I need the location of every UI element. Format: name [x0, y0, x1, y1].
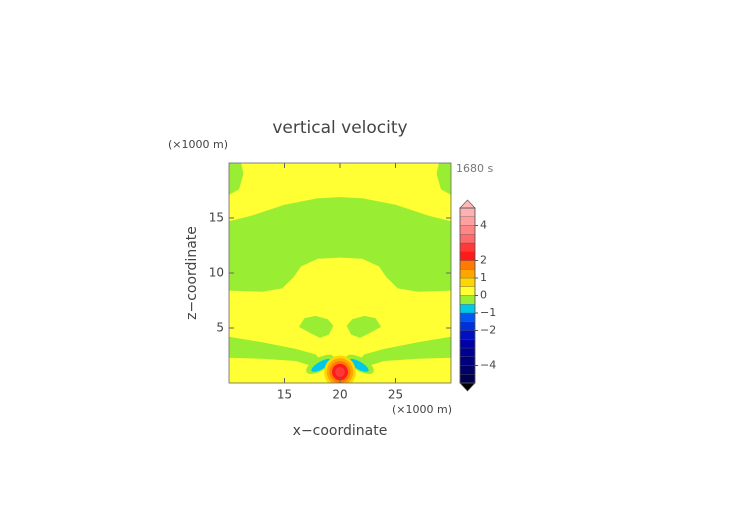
colorbar-bin	[459, 234, 476, 244]
contour-region	[229, 163, 244, 195]
colorbar-bin	[459, 356, 476, 366]
colorbar-tick-label: −4	[480, 359, 496, 372]
colorbar-bin	[459, 242, 476, 252]
colorbar-tick-label: 2	[480, 254, 487, 267]
colorbar-bin	[459, 260, 476, 270]
y-tick-label: 15	[209, 211, 224, 225]
x-tick-label: 20	[332, 388, 347, 402]
x-unit: (×1000 m)	[392, 403, 452, 416]
colorbar-bin	[459, 330, 476, 340]
colorbar-tick-label: −1	[480, 306, 496, 319]
contour-region	[436, 163, 451, 195]
contour-field	[229, 163, 451, 383]
colorbar-bin	[459, 207, 476, 217]
colorbar-tick-label: 0	[480, 289, 487, 302]
colorbar-tick-label: 1	[480, 271, 487, 284]
time-label: 1680 s	[456, 162, 493, 175]
contour-region	[335, 367, 345, 377]
contour-region	[346, 315, 382, 338]
y-unit: (×1000 m)	[168, 138, 228, 151]
colorbar-bin	[459, 216, 476, 226]
colorbar-bin	[459, 277, 476, 287]
contour-region	[352, 336, 451, 369]
y-axis-label: z−coordinate	[184, 226, 200, 320]
contour-region	[229, 336, 328, 369]
y-tick-label: 10	[209, 266, 224, 280]
x-axis-label: x−coordinate	[293, 423, 388, 439]
colorbar-bin	[459, 339, 476, 349]
y-tick-label: 5	[216, 321, 224, 335]
contour-region	[229, 163, 451, 222]
contour-region	[298, 315, 334, 338]
colorbar-bin	[459, 304, 476, 314]
colorbar-over	[459, 199, 476, 209]
colorbar-bin	[459, 312, 476, 322]
colorbar-bin	[459, 347, 476, 357]
colorbar-bin	[459, 269, 476, 279]
x-tick-label: 15	[277, 388, 292, 402]
colorbar-under	[459, 382, 476, 392]
contour-region	[311, 358, 331, 372]
colorbar-bin	[459, 295, 476, 305]
colorbar-bin	[459, 286, 476, 296]
colorbar-bin	[459, 374, 476, 384]
colorbar-tick-label: −2	[480, 324, 496, 337]
colorbar-bin	[459, 321, 476, 331]
colorbar-bin	[459, 365, 476, 375]
colorbar-tick-label: 4	[480, 219, 487, 232]
x-tick-label: 25	[388, 388, 403, 402]
chart-title: vertical velocity	[272, 118, 407, 138]
contour-region	[349, 358, 369, 372]
colorbar-bin	[459, 225, 476, 235]
colorbar-bin	[459, 251, 476, 261]
